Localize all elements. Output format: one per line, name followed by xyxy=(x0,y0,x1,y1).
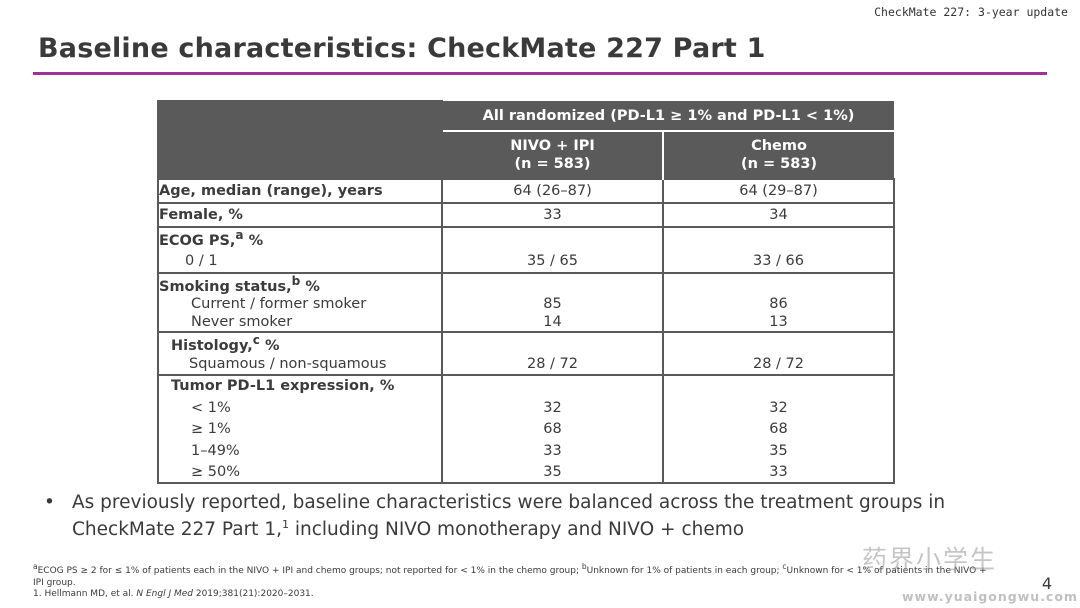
table-row: 1–49% 33 35 xyxy=(157,439,895,462)
row-label-pdl1-lt1: < 1% xyxy=(157,396,443,419)
slide-top-note: CheckMate 227: 3-year update xyxy=(874,5,1068,19)
slide-title: Baseline characteristics: CheckMate 227 … xyxy=(38,33,766,64)
table-row: Current / former smoker Never smoker 85 1… xyxy=(157,294,895,332)
cells-smoking-arm2: 86 13 xyxy=(662,294,895,332)
table-row: Smoking status,b % xyxy=(157,272,895,295)
table-row: Female, % 33 34 xyxy=(157,202,895,227)
arm1-header: NIVO + IPI (n = 583) xyxy=(441,131,663,179)
table-row: ≥ 1% 68 68 xyxy=(157,418,895,440)
bullet-text: As previously reported, baseline charact… xyxy=(72,492,946,541)
table-row: Tumor PD-L1 expression, % xyxy=(157,373,895,397)
row-label-histology-sub: Squamous / non-squamous xyxy=(157,353,443,375)
bullet-dot: • xyxy=(44,492,55,513)
watermark-url: www.yuaigongwu.com xyxy=(902,589,1078,604)
row-label-pdl1-ge50: ≥ 50% xyxy=(157,461,443,485)
footnotes: aECOG PS ≥ 2 for ≤ 1% of patients each i… xyxy=(33,561,993,601)
row-label-current-former: Current / former smoker xyxy=(191,295,367,312)
table-row: Squamous / non-squamous 28 / 72 28 / 72 xyxy=(157,353,895,375)
cell-ecog-arm2: 33 / 66 xyxy=(662,249,895,273)
arm2-name: Chemo xyxy=(751,138,807,154)
table-corner-cell xyxy=(157,100,443,180)
arm2-n: (n = 583) xyxy=(740,156,818,172)
cells-smoking-arm1: 85 14 xyxy=(441,294,664,332)
row-label-pdl1: Tumor PD-L1 expression, % xyxy=(157,373,443,397)
table-row: ≥ 50% 35 33 xyxy=(157,461,895,485)
cell-age-arm2: 64 (29–87) xyxy=(662,178,895,203)
cell-histology-arm2: 28 / 72 xyxy=(662,353,895,375)
table-row: < 1% 32 32 xyxy=(157,396,895,419)
row-label-histology: Histology,c % xyxy=(157,330,443,354)
row-label-never: Never smoker xyxy=(191,313,293,330)
row-label-pdl1-1-49: 1–49% xyxy=(157,439,443,462)
table-row: Age, median (range), years 64 (26–87) 64… xyxy=(157,178,895,203)
arm2-header: Chemo (n = 583) xyxy=(662,131,894,179)
footnote-abc: aECOG PS ≥ 2 for ≤ 1% of patients each i… xyxy=(33,562,987,588)
row-label-pdl1-ge1: ≥ 1% xyxy=(157,418,443,440)
row-label-female: Female, % xyxy=(157,202,443,227)
summary-bullet: • As previously reported, baseline chara… xyxy=(44,492,984,541)
arm1-n: (n = 583) xyxy=(514,156,591,172)
table-row: Histology,c % xyxy=(157,330,895,354)
baseline-characteristics-table: All randomized (PD-L1 ≥ 1% and PD-L1 < 1… xyxy=(157,100,895,485)
row-labels-smoking-sub: Current / former smoker Never smoker xyxy=(157,294,443,332)
table-row: 0 / 1 35 / 65 33 / 66 xyxy=(157,249,895,273)
row-label-ecog: ECOG PS,a % xyxy=(157,226,443,249)
row-label-age: Age, median (range), years xyxy=(157,178,443,203)
arm1-name: NIVO + IPI xyxy=(510,138,595,154)
row-label-ecog-sub: 0 / 1 xyxy=(157,249,443,273)
title-divider xyxy=(33,72,1047,75)
group-header: All randomized (PD-L1 ≥ 1% and PD-L1 < 1… xyxy=(441,101,894,132)
cell-ecog-arm1: 35 / 65 xyxy=(441,249,664,273)
cell-female-arm1: 33 xyxy=(441,202,664,227)
footnote-reference: 1. Hellmann MD, et al. N Engl J Med 2019… xyxy=(33,589,314,599)
table-row: ECOG PS,a % xyxy=(157,226,895,249)
watermark-logo-text: 药界小学生 xyxy=(862,545,998,574)
cell-histology-arm1: 28 / 72 xyxy=(441,353,664,375)
cell-female-arm2: 34 xyxy=(662,202,895,227)
page-number: 4 xyxy=(1041,574,1052,593)
row-label-smoking: Smoking status,b % xyxy=(157,272,443,295)
cell-age-arm1: 64 (26–87) xyxy=(441,178,664,203)
